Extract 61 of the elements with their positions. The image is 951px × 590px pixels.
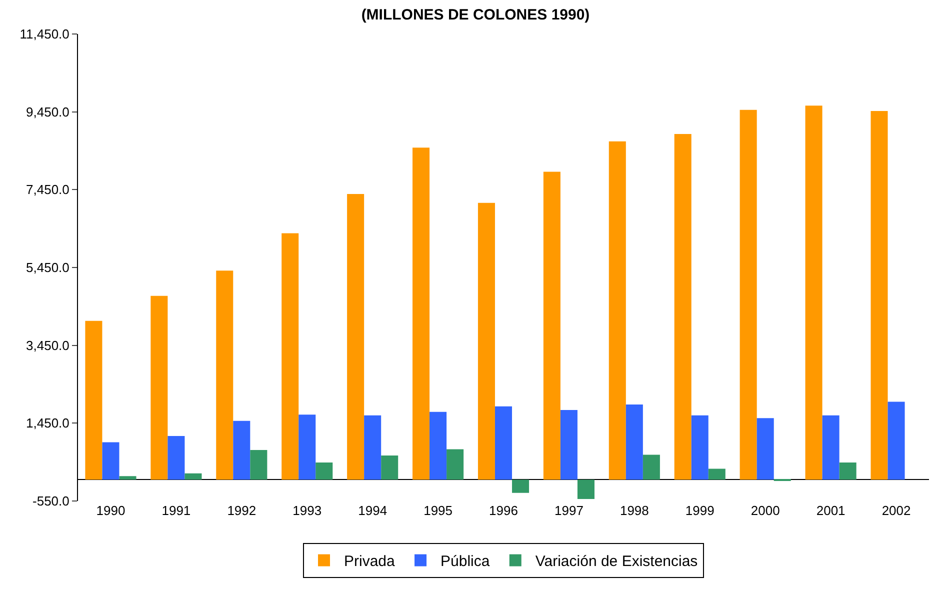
legend-label: Pública	[440, 553, 490, 570]
bar	[216, 270, 234, 480]
bar	[184, 473, 202, 480]
x-tick-label: 2002	[882, 503, 911, 518]
bar	[478, 202, 495, 480]
bar	[85, 320, 102, 480]
y-tick-label: 7,450.0	[26, 182, 70, 198]
bar	[250, 450, 268, 480]
legend-label: Variación de Existencias	[535, 553, 698, 570]
bar	[512, 480, 530, 493]
bar	[839, 462, 856, 480]
x-tick-label: 1999	[685, 503, 714, 518]
x-tick-label: 1991	[162, 503, 191, 518]
bar	[740, 110, 757, 480]
legend-label: Privada	[344, 553, 396, 570]
bar	[805, 106, 822, 480]
bar	[642, 454, 660, 480]
bar	[446, 449, 464, 480]
bar	[102, 442, 120, 480]
x-tick-label: 1997	[554, 503, 584, 518]
bar	[870, 111, 888, 480]
bar	[756, 418, 774, 480]
x-tick-label: 2000	[750, 503, 780, 518]
bar	[608, 141, 626, 480]
x-tick-label: 1995	[424, 503, 452, 518]
bar	[543, 172, 560, 480]
y-tick-label: 3,450.0	[26, 338, 70, 353]
bar	[381, 455, 398, 480]
bar	[674, 134, 692, 480]
y-tick-label: -550.0	[32, 494, 70, 509]
chart-title: (MILLONES DE COLONES 1990)	[361, 6, 590, 24]
y-tick-label: 11,450.0	[20, 26, 70, 42]
bar	[494, 406, 512, 480]
bar	[577, 480, 594, 500]
bar	[150, 296, 168, 480]
bar	[691, 415, 708, 480]
x-tick-label: 1992	[227, 503, 256, 518]
y-tick-label: 1,450.0	[26, 416, 70, 431]
bar	[888, 402, 905, 480]
bar	[708, 468, 726, 480]
bar	[119, 476, 136, 480]
bar	[316, 462, 333, 480]
bar	[626, 404, 643, 480]
bar	[430, 412, 447, 480]
x-tick-label: 1998	[620, 503, 649, 518]
bar	[233, 420, 250, 480]
bar	[347, 194, 364, 480]
bar	[822, 415, 840, 480]
x-tick-label: 1994	[358, 503, 388, 518]
bar	[168, 436, 185, 480]
bar	[282, 233, 299, 480]
bar	[560, 410, 578, 480]
bar	[298, 414, 316, 480]
bar	[364, 415, 382, 480]
y-tick-label: 9,450.0	[26, 104, 70, 120]
bar	[412, 148, 430, 480]
y-tick-label: 5,450.0	[26, 260, 70, 276]
x-tick-label: 1990	[96, 503, 126, 518]
x-tick-label: 1993	[292, 503, 322, 518]
x-tick-label: 1996	[489, 503, 518, 518]
x-tick-label: 2001	[816, 503, 846, 518]
